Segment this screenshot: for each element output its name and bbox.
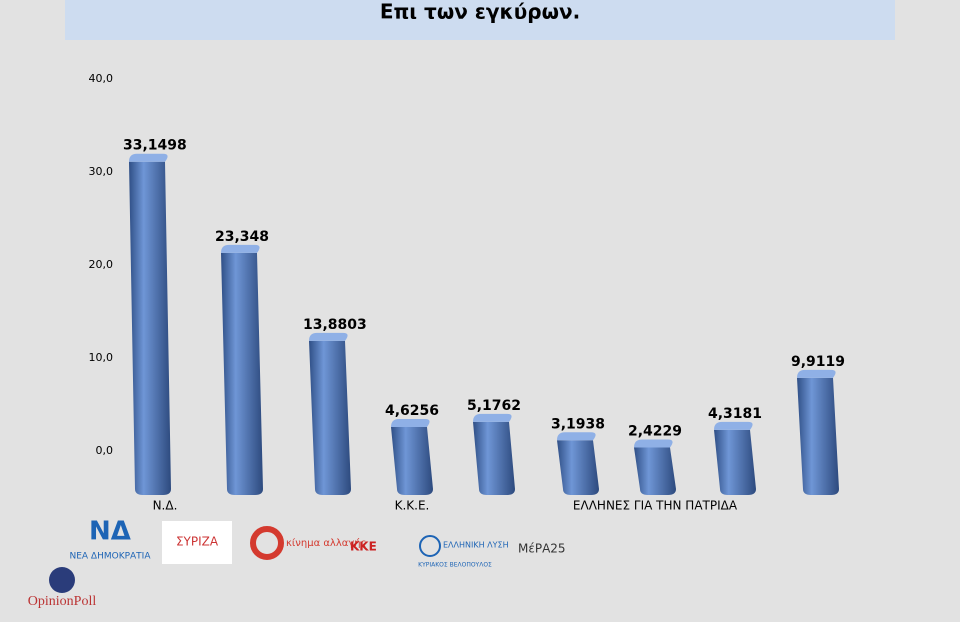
y-tick-label: 0,0 [96, 444, 114, 457]
bar [391, 426, 433, 495]
bar [309, 340, 351, 495]
bar-top [714, 421, 753, 430]
data-label: 3,1938 [551, 416, 605, 432]
logo-box [162, 521, 232, 564]
logo-icon [419, 535, 441, 557]
bar-top [129, 153, 168, 162]
logo-text: ΚΥΡΙΑΚΟΣ ΒΕΛΟΠΟΥΛΟΣ [418, 562, 492, 569]
data-label: 23,348 [215, 229, 269, 245]
logos: ΝΔ ΝΕΑ ΔΗΜΟΚΡΑΤΙΑ ΣΥΡΙΖΑ κίνημα αλλαγής … [28, 517, 566, 610]
data-label: 2,4229 [628, 423, 682, 439]
chart-title: Επι των εγκύρων. [380, 0, 580, 24]
data-label: 13,8803 [303, 317, 367, 333]
brand-icon [49, 567, 75, 593]
logo-text: ΕΛΛΗΝΙΚΗ ΛΥΣΗ [443, 541, 509, 550]
data-label: 4,3181 [708, 406, 762, 422]
y-tick-label: 20,0 [89, 258, 114, 271]
logo-icon [250, 526, 284, 560]
bar [714, 429, 756, 495]
logo-text: ΚΚΕ [350, 540, 377, 554]
bar-top [391, 418, 430, 427]
logo-text: ΜέΡΑ25 [518, 542, 566, 556]
bar-top [634, 439, 673, 448]
bar [473, 421, 515, 495]
bar-top [557, 432, 596, 441]
data-label: 33,1498 [123, 138, 187, 154]
data-label: 5,1762 [467, 398, 521, 414]
bar [221, 252, 263, 495]
bar-top [797, 369, 836, 378]
logo-text: ΣΥΡΙΖΑ [176, 535, 219, 549]
logo-text: κίνημα αλλαγής [286, 537, 366, 549]
y-tick-label: 10,0 [89, 351, 114, 364]
y-tick-label: 40,0 [89, 72, 114, 85]
bar [634, 447, 676, 495]
brand: OpinionPoll [28, 594, 97, 609]
data-label: 4,6256 [385, 403, 439, 419]
bar-top [473, 413, 512, 422]
x-tick-label: Ν.Δ. [153, 499, 178, 513]
bar-top [309, 332, 348, 341]
x-tick-label: ΕΛΛΗΝΕΣ ΓΙΑ ΤΗΝ ΠΑΤΡΙΔΑ [573, 499, 738, 513]
bar [557, 440, 599, 495]
title-band [65, 0, 895, 40]
nd-mark: ΝΔ [89, 517, 131, 547]
x-tick-label: Κ.Κ.Ε. [395, 499, 430, 513]
bar-top [221, 244, 260, 253]
data-label: 9,9119 [791, 354, 845, 370]
bar [797, 377, 839, 495]
logo-text: ΝΕΑ ΔΗΜΟΚΡΑΤΙΑ [69, 552, 151, 562]
bar [129, 161, 171, 496]
y-tick-label: 30,0 [89, 165, 114, 178]
